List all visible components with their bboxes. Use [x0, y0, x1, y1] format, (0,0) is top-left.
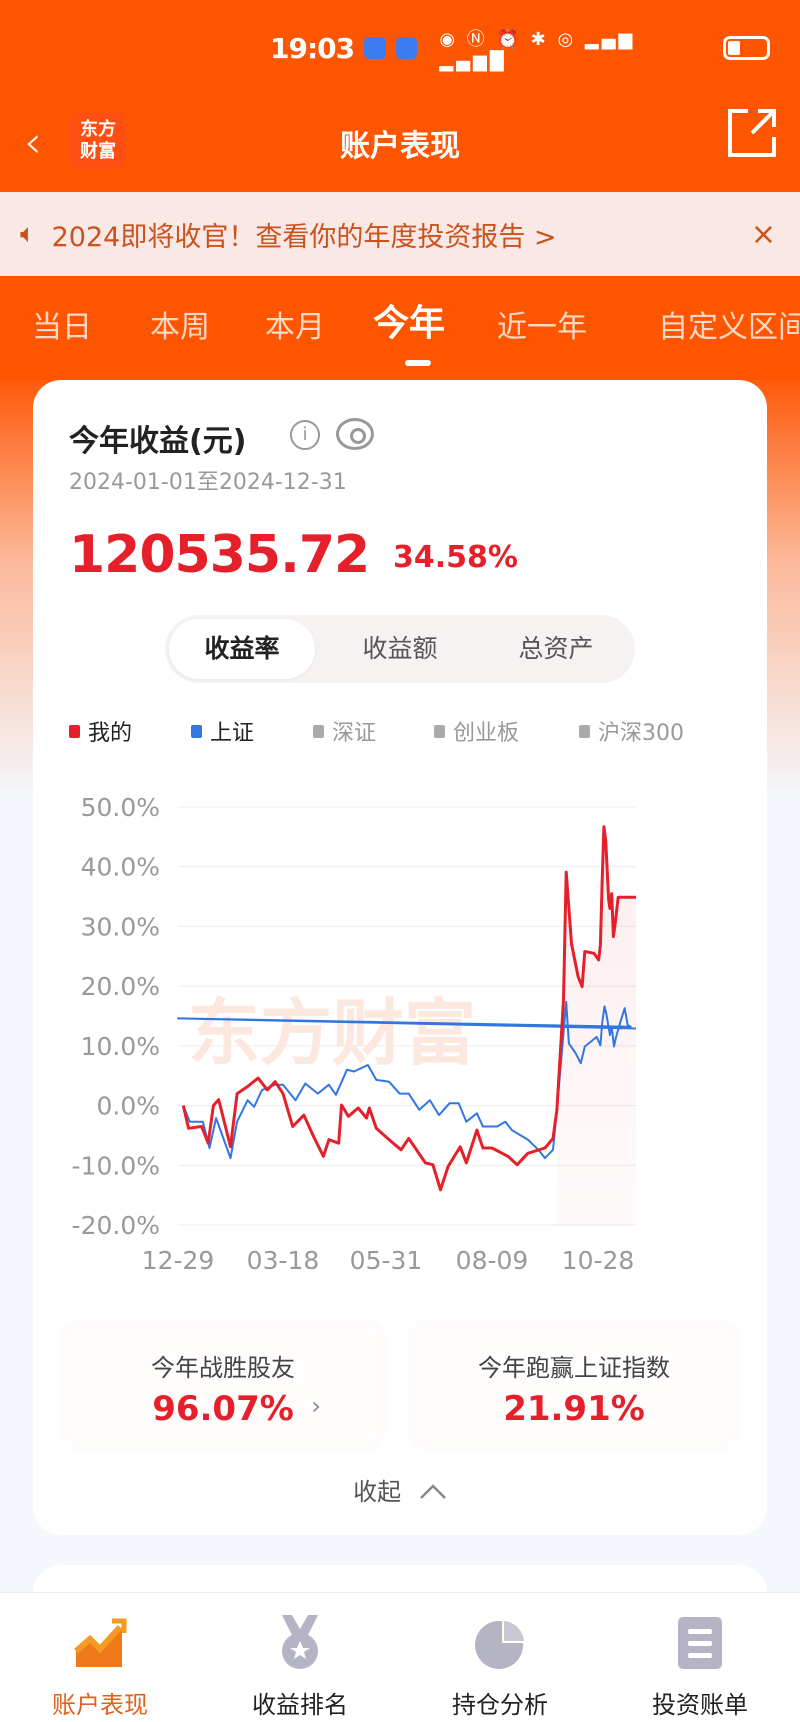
- beat-index-stat: 今年跑赢上证指数 21.91%: [411, 1322, 737, 1448]
- legend-chinext[interactable]: 创业板: [434, 715, 519, 747]
- legend-label: 创业板: [453, 721, 520, 746]
- nav-account-performance[interactable]: 账户表现: [0, 1593, 200, 1720]
- info-icon[interactable]: i: [290, 420, 320, 450]
- status-bar: 19:03 ◉ Ⓝ ⏰ ✱ ◎ ▂▄▆ ▂▄▆█: [270, 28, 770, 72]
- nav-profit-ranking[interactable]: 收益排名: [200, 1593, 400, 1720]
- y-tick-label: 50.0%: [81, 793, 160, 822]
- legend-label: 深证: [332, 721, 377, 746]
- y-tick-label: 40.0%: [81, 853, 160, 882]
- stat-value: 21.91%: [503, 1389, 645, 1429]
- tab-custom-range[interactable]: 自定义区间: [658, 310, 800, 345]
- legend-swatch: [313, 724, 324, 738]
- top-background: [0, 0, 800, 380]
- y-tick-label: -20.0%: [72, 1211, 160, 1240]
- legend-label: 上证: [210, 721, 255, 746]
- chart-mode-toggle: 收益率 收益额 总资产: [165, 615, 635, 683]
- legend-mine[interactable]: 我的: [69, 715, 132, 747]
- tab-this-year[interactable]: 今年: [373, 294, 445, 366]
- annual-report-banner[interactable]: 🔈︎ 2024即将收官！查看你的年度投资报告 > ×: [0, 192, 800, 276]
- trend-chart-icon: [74, 1618, 127, 1667]
- eye-icon[interactable]: [336, 418, 374, 450]
- medal-icon: [282, 1615, 318, 1669]
- alarm-app-icon: [395, 37, 418, 59]
- legend-shenzhen[interactable]: 深证: [313, 715, 376, 747]
- legend-shanghai[interactable]: 上证: [191, 715, 254, 747]
- speaker-icon: 🔈︎: [20, 218, 36, 249]
- date-range: 2024-01-01至2024-12-31: [69, 470, 347, 495]
- nav-label: 持仓分析: [452, 1691, 548, 1719]
- pie-chart-icon: [475, 1619, 526, 1669]
- y-tick-label: 30.0%: [81, 912, 160, 941]
- y-tick-label: -10.0%: [72, 1151, 160, 1180]
- return-chart[interactable]: 东方财富 50.0% 40.0% 30.0% 20.0% 10.0% 0.0% -10.0% -…: [33, 780, 767, 1280]
- y-tick-label: 20.0%: [81, 972, 160, 1001]
- nav-label: 投资账单: [652, 1691, 748, 1719]
- nav-label: 账户表现: [52, 1691, 148, 1719]
- legend-label: 沪深300: [598, 721, 684, 746]
- period-tabs: 当日 本周 本月 今年 近一年 自定义区间: [0, 276, 800, 380]
- battery-icon: [722, 36, 770, 60]
- nav-investment-bill[interactable]: 投资账单: [600, 1593, 800, 1720]
- legend-csi300[interactable]: 沪深300: [579, 715, 684, 747]
- collapse-button[interactable]: 收起: [33, 1472, 767, 1507]
- legend-label: 我的: [88, 721, 133, 746]
- watermark-logo: 东方财富: [188, 991, 476, 1075]
- banner-text: 2024即将收官！查看你的年度投资报告 >: [51, 221, 557, 253]
- share-icon[interactable]: [726, 107, 778, 159]
- legend-swatch: [579, 724, 590, 738]
- close-icon[interactable]: ×: [750, 216, 776, 252]
- x-tick-label: 05-31: [350, 1246, 423, 1275]
- bottom-nav: 账户表现 收益排名 持仓分析 投资账单: [0, 1592, 800, 1722]
- toggle-return-amount[interactable]: 收益额: [362, 634, 438, 663]
- chevron-left-icon[interactable]: ‹: [24, 117, 42, 168]
- x-tick-label: 03-18: [247, 1246, 320, 1275]
- y-tick-label: 0.0%: [96, 1092, 160, 1121]
- x-tick-label: 08-09: [456, 1246, 529, 1275]
- profit-card: 今年收益(元) i 2024-01-01至2024-12-31 120535.7…: [33, 380, 767, 1535]
- stat-value: 96.07%: [152, 1389, 294, 1429]
- legend-swatch: [69, 724, 80, 738]
- status-time: 19:03: [270, 31, 355, 65]
- collapse-label: 收起: [353, 1478, 402, 1506]
- app-logo: 东方 财富: [70, 113, 126, 169]
- nav-holding-analysis[interactable]: 持仓分析: [400, 1593, 600, 1720]
- tab-month[interactable]: 本月: [265, 310, 325, 345]
- chevron-right-icon: ›: [311, 1392, 321, 1420]
- tab-last-year[interactable]: 近一年: [497, 310, 587, 345]
- x-tick-label: 10-28: [562, 1246, 635, 1275]
- page-title: 账户表现: [340, 129, 460, 164]
- legend-swatch: [191, 724, 202, 738]
- chart-legend: 我的 上证 深证 创业板 沪深300: [69, 715, 749, 755]
- toggle-return-rate[interactable]: 收益率: [169, 619, 315, 679]
- tab-week[interactable]: 本周: [150, 310, 210, 345]
- profit-amount: 120535.72: [69, 525, 370, 585]
- beat-peers-stat[interactable]: 今年战胜股友 96.07% ›: [63, 1322, 383, 1448]
- y-tick-label: 10.0%: [81, 1032, 160, 1061]
- stat-label: 今年战胜股友: [151, 1354, 295, 1382]
- system-status-icons: ◉ Ⓝ ⏰ ✱ ◎ ▂▄▆ ▂▄▆█: [439, 28, 636, 72]
- alarm-app-icon: [364, 37, 386, 59]
- toggle-total-assets[interactable]: 总资产: [518, 634, 594, 663]
- bill-icon: [678, 1617, 722, 1669]
- stat-label: 今年跑赢上证指数: [478, 1354, 670, 1382]
- x-tick-label: 12-29: [142, 1246, 215, 1275]
- tab-today[interactable]: 当日: [32, 310, 92, 345]
- app-header: ‹ 东方 财富 账户表现: [0, 95, 800, 190]
- nav-label: 收益排名: [252, 1691, 348, 1719]
- series-line-mine: [181, 825, 636, 1192]
- profit-rate: 34.58%: [393, 540, 518, 575]
- legend-swatch: [434, 724, 445, 738]
- chevron-up-icon: [419, 1484, 446, 1499]
- card-title: 今年收益(元): [69, 424, 247, 459]
